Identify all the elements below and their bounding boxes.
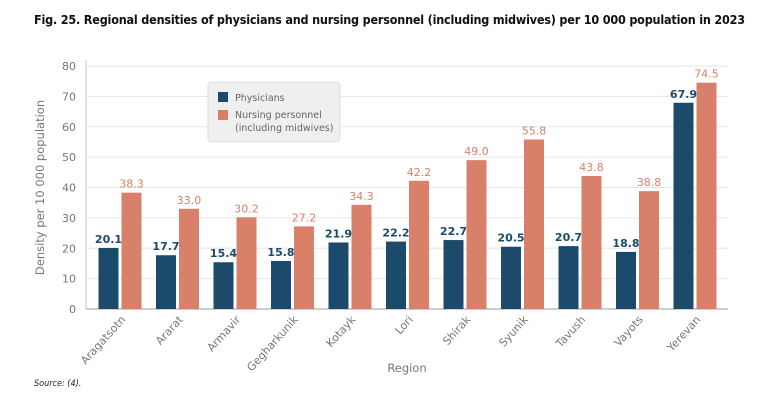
y-tick-label: 10 <box>62 273 76 286</box>
x-tick-label: Aragatsotn <box>78 313 128 367</box>
physicians-data-label: 20.7 <box>555 231 582 244</box>
nursing-data-label: 30.2 <box>234 202 259 215</box>
y-tick-label: 80 <box>62 60 76 73</box>
physicians-data-label: 21.9 <box>325 227 352 240</box>
nursing-bar <box>351 204 372 309</box>
nursing-data-label: 38.3 <box>119 178 144 191</box>
legend-box <box>207 81 341 143</box>
physicians-bar <box>501 246 521 309</box>
physicians-data-label: 17.7 <box>152 240 179 253</box>
x-tick-label: Lori <box>393 313 416 337</box>
x-tick-label: Kotayk <box>324 313 359 350</box>
x-tick-label: Ararat <box>153 313 186 348</box>
x-tick-label: Vayots <box>612 313 646 349</box>
nursing-data-label: 34.3 <box>349 190 374 203</box>
physicians-bar <box>328 242 349 309</box>
nursing-bar <box>696 82 717 309</box>
x-tick-label: Shirak <box>440 313 473 348</box>
nursing-data-label: 27.2 <box>292 211 317 224</box>
nursing-bar <box>409 180 429 309</box>
physicians-bar <box>673 102 694 309</box>
physicians-bar <box>616 251 636 309</box>
nursing-data-label: 43.8 <box>579 161 604 174</box>
physicians-bar <box>271 261 291 309</box>
nursing-data-label: 38.8 <box>637 176 662 189</box>
nursing-data-label: 49.0 <box>464 145 489 158</box>
nursing-bar <box>639 191 659 309</box>
x-tick-label: Armavir <box>205 313 244 354</box>
legend-label-nursing: Nursing personnel <box>235 110 322 121</box>
physicians-bar <box>386 241 406 309</box>
y-tick-label: 20 <box>62 242 76 255</box>
y-tick-label: 0 <box>69 303 76 316</box>
nursing-data-label: 33.0 <box>177 194 202 207</box>
physicians-data-label: 22.7 <box>440 225 467 238</box>
y-tick-label: 50 <box>62 151 76 164</box>
legend-label-nursing-line2: (including midwives) <box>235 123 333 134</box>
x-tick-label: Gegharkunik <box>244 313 301 374</box>
physicians-bar <box>443 240 464 309</box>
nursing-data-label: 42.2 <box>407 166 432 179</box>
x-tick-label: Yerevan <box>664 313 703 355</box>
physicians-data-label: 20.1 <box>95 233 122 246</box>
physicians-bar <box>156 255 176 309</box>
legend-swatch-nursing <box>218 110 228 120</box>
legend-swatch-physicians <box>218 92 228 102</box>
y-tick-label: 70 <box>62 90 76 103</box>
nursing-data-label: 74.5 <box>694 68 719 81</box>
physicians-bar <box>213 262 234 309</box>
physicians-data-label: 18.8 <box>612 237 639 250</box>
physicians-data-label: 15.4 <box>210 247 237 260</box>
physicians-data-label: 67.9 <box>670 88 697 101</box>
y-tick-label: 40 <box>62 182 76 195</box>
nursing-data-label: 55.8 <box>522 125 547 138</box>
physicians-data-label: 20.5 <box>497 232 524 245</box>
source-note: Source: (4). <box>34 379 82 389</box>
nursing-bar <box>236 217 257 309</box>
nursing-bar <box>524 139 544 309</box>
nursing-bar <box>466 160 487 309</box>
nursing-bar <box>179 208 199 309</box>
physicians-data-label: 22.2 <box>382 227 409 240</box>
physicians-bar <box>98 247 119 309</box>
physicians-data-label: 15.8 <box>267 246 294 259</box>
x-axis-title: Region <box>387 361 426 375</box>
nursing-bar <box>294 226 314 309</box>
x-tick-label: Syunik <box>496 313 531 350</box>
chart-title: Fig. 25. Regional densities of physician… <box>34 12 745 27</box>
x-tick-label: Tavush <box>553 313 589 351</box>
physicians-bar <box>558 246 579 309</box>
y-tick-label: 30 <box>62 212 76 225</box>
nursing-bar <box>581 175 602 309</box>
legend-label-physicians: Physicians <box>235 93 285 104</box>
nursing-bar <box>121 192 142 309</box>
y-tick-label: 60 <box>62 121 76 134</box>
y-axis-title: Density per 10 000 population <box>33 100 47 275</box>
